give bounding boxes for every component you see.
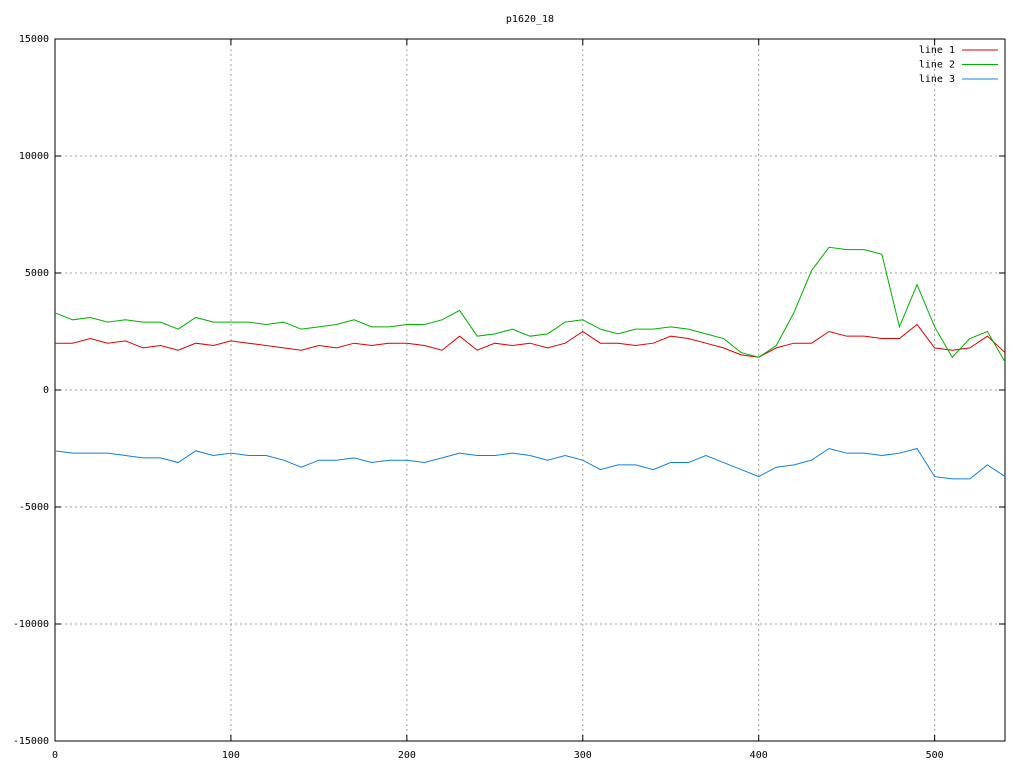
y-tick-label: 15000 — [19, 34, 49, 45]
x-tick-label: 100 — [222, 750, 240, 761]
data-line — [54, 447, 1006, 480]
legend-label: line 2 — [919, 60, 955, 71]
y-tick-label: 0 — [43, 385, 49, 396]
data-line — [55, 323, 1006, 358]
legend-label: line 3 — [919, 74, 955, 85]
y-tick-label: -5000 — [19, 502, 49, 513]
y-tick-label: 10000 — [19, 151, 49, 162]
plot-frame — [54, 38, 1006, 742]
x-tick-label: 0 — [52, 750, 58, 761]
y-tick-label: -15000 — [13, 736, 49, 747]
chart-title: p1620_18 — [506, 14, 554, 25]
data-line — [54, 246, 1006, 363]
y-tick-label: 5000 — [25, 268, 49, 279]
y-tick-label: -10000 — [13, 619, 49, 630]
legend-label: line 1 — [919, 45, 955, 56]
x-tick-label: 300 — [574, 750, 592, 761]
x-tick-label: 200 — [398, 750, 416, 761]
x-tick-label: 500 — [926, 750, 944, 761]
x-tick-label: 400 — [750, 750, 768, 761]
